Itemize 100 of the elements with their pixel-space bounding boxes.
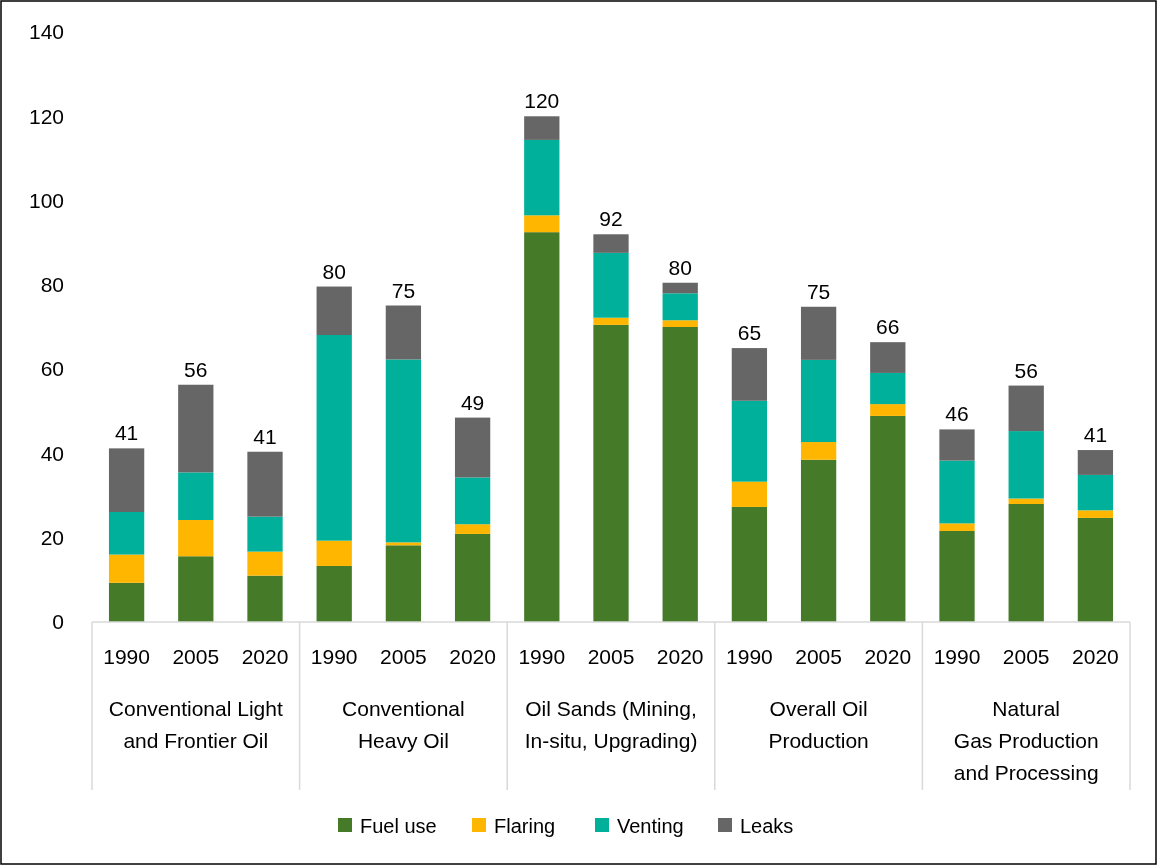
bar — [247, 551, 283, 576]
bar — [247, 451, 283, 517]
x-tick-label: 2020 — [1072, 645, 1119, 668]
y-tick-label: 80 — [40, 273, 64, 297]
bar — [1077, 510, 1114, 518]
bar — [385, 359, 422, 543]
total-label: 120 — [524, 89, 560, 113]
bar — [385, 545, 422, 622]
bar — [316, 540, 352, 566]
bar — [178, 520, 214, 557]
legend-label: Fuel use — [360, 815, 437, 837]
bar — [1008, 431, 1044, 499]
y-tick-label: 60 — [40, 357, 64, 381]
total-label: 49 — [460, 390, 485, 414]
legend-label: Flaring — [494, 815, 556, 837]
bar — [316, 565, 352, 622]
bar — [939, 429, 975, 461]
x-tick-label: 2020 — [449, 645, 496, 668]
bar — [939, 460, 975, 524]
bar — [1008, 504, 1044, 622]
bar — [939, 530, 975, 622]
total-label: 80 — [322, 259, 346, 283]
bar — [247, 575, 283, 622]
text: Conventional Light and Frontier Oil — [108, 697, 283, 752]
bar — [385, 305, 422, 360]
bar — [870, 404, 906, 416]
x-tick-label: 2005 — [380, 645, 427, 668]
bar — [524, 215, 560, 233]
x-tick-label: 2020 — [241, 645, 289, 668]
x-tick-label: 2005 — [587, 645, 635, 668]
total-label: 56 — [184, 357, 208, 381]
bar — [454, 524, 491, 534]
total-label: 75 — [391, 278, 416, 302]
bar — [108, 448, 145, 513]
bar — [662, 327, 698, 622]
x-tick-label: 2020 — [656, 645, 704, 668]
bar — [108, 554, 145, 583]
bar — [731, 506, 768, 622]
y-tick-label: 0 — [52, 610, 64, 634]
text: Conventional Heavy Oil — [342, 697, 465, 752]
x-tick-label: 2020 — [864, 645, 912, 668]
bar — [108, 582, 145, 622]
bar — [178, 472, 214, 521]
y-tick-label: 100 — [28, 188, 64, 212]
bar — [454, 417, 491, 478]
bar — [524, 116, 560, 140]
bar — [524, 232, 560, 622]
bar — [1077, 474, 1114, 511]
bar — [454, 533, 491, 622]
bar — [593, 324, 629, 622]
total-label: 65 — [737, 321, 762, 345]
y-tick-label: 140 — [28, 20, 64, 44]
total-label: 80 — [668, 255, 692, 279]
bar — [178, 556, 214, 622]
x-tick-label: 2005 — [1002, 645, 1050, 668]
x-tick-label: 1990 — [310, 645, 358, 668]
bar — [1077, 517, 1114, 622]
total-label: 92 — [599, 207, 623, 231]
y-tick-label: 40 — [40, 441, 64, 465]
bar — [316, 286, 352, 336]
legend-label: Leaks — [740, 815, 794, 837]
x-tick-label: 1990 — [103, 645, 150, 668]
bar — [939, 523, 975, 531]
x-tick-label: 1990 — [518, 645, 566, 668]
x-tick-label: 2005 — [795, 645, 842, 668]
bar — [593, 317, 629, 325]
bar — [870, 342, 906, 373]
bar — [731, 348, 768, 401]
x-tick-label: 1990 — [726, 645, 773, 668]
bar — [178, 384, 214, 473]
text: Overall Oil Production — [768, 697, 869, 752]
text: Oil Sands (Mining, In-situ, Upgrading) — [524, 697, 698, 752]
bar — [870, 372, 906, 405]
x-tick-label: 2005 — [172, 645, 220, 668]
y-tick-label: 120 — [28, 104, 64, 128]
y-tick-label: 20 — [40, 526, 64, 550]
total-label: 41 — [253, 424, 277, 448]
bar — [385, 542, 422, 546]
bar — [1008, 385, 1044, 432]
bar — [454, 477, 491, 525]
bar — [800, 359, 837, 443]
bar — [524, 139, 560, 216]
bar — [247, 516, 283, 552]
total-label: 75 — [806, 279, 831, 303]
bar — [662, 320, 698, 327]
bar — [1008, 498, 1044, 504]
total-label: 56 — [1014, 358, 1038, 382]
bar — [108, 512, 145, 555]
bar — [593, 234, 629, 253]
bar — [800, 459, 837, 622]
bar — [593, 252, 629, 318]
bar — [1077, 450, 1114, 475]
bar — [870, 415, 906, 622]
legend-label: Venting — [617, 815, 684, 837]
bar — [800, 306, 837, 360]
x-tick-label: 1990 — [933, 645, 981, 668]
bar — [662, 282, 698, 294]
text: Natural Gas Production and Processing — [953, 697, 1099, 784]
bar — [731, 400, 768, 482]
bar — [316, 335, 352, 541]
